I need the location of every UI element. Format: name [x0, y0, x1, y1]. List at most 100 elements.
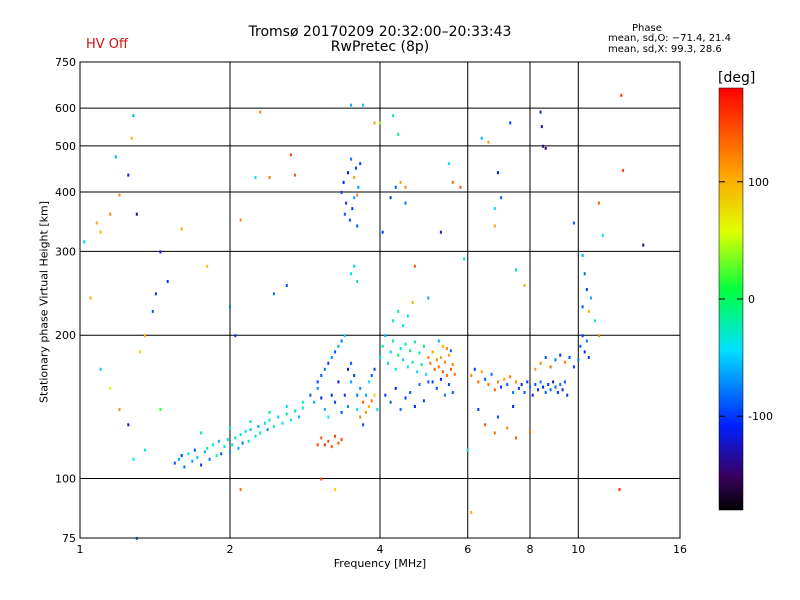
data-point	[556, 391, 559, 394]
data-point	[316, 443, 319, 447]
data-point	[297, 415, 300, 419]
data-point	[585, 288, 588, 292]
data-point	[254, 434, 257, 438]
data-point	[237, 446, 240, 450]
data-point	[359, 386, 362, 390]
data-point	[443, 360, 446, 364]
data-point	[563, 380, 566, 384]
data-point	[572, 221, 575, 225]
data-point	[416, 370, 419, 374]
data-point	[289, 418, 292, 422]
data-point	[234, 334, 237, 338]
data-point	[362, 423, 365, 427]
data-point	[313, 400, 316, 404]
data-point	[583, 350, 586, 354]
data-point	[413, 340, 416, 344]
data-point	[356, 393, 359, 397]
data-point	[397, 309, 400, 313]
data-point	[200, 463, 203, 467]
data-point	[618, 488, 621, 492]
data-point	[601, 233, 604, 237]
data-point	[523, 284, 526, 287]
data-point	[118, 408, 121, 411]
data-point	[247, 439, 250, 443]
data-point	[500, 196, 503, 200]
data-point	[622, 168, 625, 172]
data-point	[404, 185, 407, 189]
data-point	[330, 445, 333, 449]
data-point	[362, 103, 365, 107]
data-point	[493, 388, 496, 392]
data-point	[509, 375, 512, 379]
data-point	[83, 240, 86, 244]
data-point	[470, 511, 473, 515]
data-point	[484, 423, 487, 427]
data-point	[351, 207, 354, 211]
data-point	[512, 391, 515, 394]
data-point	[114, 155, 117, 159]
data-point	[330, 393, 333, 397]
data-point	[173, 461, 176, 465]
colorbar-tick-label: 100	[748, 176, 769, 189]
data-point	[544, 391, 547, 394]
data-point	[320, 477, 323, 481]
data-point	[517, 386, 520, 390]
data-point	[549, 365, 552, 369]
data-point	[433, 367, 436, 371]
data-point	[323, 367, 326, 371]
data-point	[402, 358, 405, 362]
data-point	[539, 380, 542, 384]
data-point	[365, 393, 367, 397]
data-point	[531, 393, 534, 397]
x-tick-label: 8	[527, 543, 534, 556]
data-point	[422, 399, 425, 403]
data-point	[477, 380, 480, 384]
data-point	[404, 201, 407, 205]
data-point	[353, 374, 356, 377]
data-point	[127, 173, 130, 177]
data-point	[392, 339, 395, 343]
data-point	[544, 146, 547, 150]
data-point	[343, 334, 346, 338]
data-point	[431, 350, 434, 354]
data-point	[409, 391, 412, 394]
data-point	[347, 405, 349, 408]
data-point	[365, 410, 367, 414]
data-point	[130, 136, 133, 140]
data-point	[404, 342, 407, 346]
data-point	[99, 367, 102, 371]
data-point	[509, 121, 512, 125]
data-point	[244, 429, 247, 433]
data-point	[490, 372, 493, 376]
data-point	[529, 429, 531, 433]
data-point	[316, 380, 319, 384]
data-point	[451, 363, 454, 366]
data-point	[581, 253, 584, 257]
data-point	[357, 185, 360, 189]
data-point	[503, 377, 506, 381]
x-tick-label: 6	[464, 543, 471, 556]
data-point	[443, 393, 446, 397]
data-point	[320, 374, 323, 377]
data-point	[402, 324, 405, 328]
data-point	[420, 363, 423, 366]
data-point	[515, 268, 517, 272]
data-point	[453, 372, 456, 376]
data-point	[587, 309, 590, 313]
x-tick-label: 1	[77, 543, 84, 556]
data-point	[367, 380, 370, 384]
chart-title-line1: Tromsø 20170209 20:32:00–20:33:43	[248, 24, 512, 40]
data-point	[394, 386, 397, 390]
data-point	[493, 207, 496, 211]
data-point	[406, 314, 409, 318]
data-point	[359, 415, 362, 419]
y-tick-label: 500	[55, 140, 76, 153]
data-point	[459, 185, 462, 189]
data-point	[272, 424, 275, 428]
data-point	[143, 448, 146, 452]
x-axis-label: Frequency [MHz]	[333, 557, 427, 570]
data-point	[399, 347, 402, 350]
data-point	[493, 224, 496, 228]
data-point	[347, 367, 349, 371]
data-point	[356, 408, 359, 411]
